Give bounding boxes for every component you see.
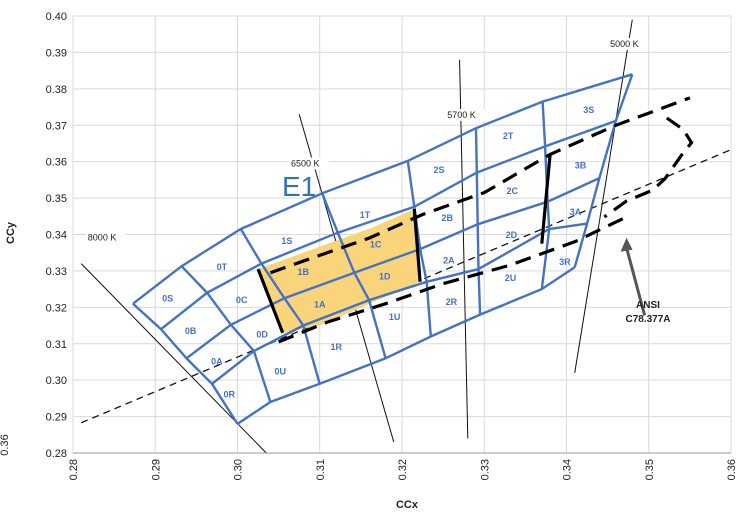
ansi-right-boundary [603, 116, 694, 219]
bin-column-line [540, 101, 551, 290]
x-tick-label: 0.35 [644, 459, 656, 480]
y-tick-label: 0.39 [46, 47, 67, 59]
bin-label: 3S [583, 105, 594, 115]
bin-label: 0B [185, 326, 197, 336]
bin-label: 1R [330, 342, 342, 352]
bin-label: 2B [441, 213, 453, 223]
bin-label: 2C [506, 186, 518, 196]
x-tick-label: 0.36 [726, 459, 738, 480]
y-tick-label: 0.33 [46, 266, 67, 278]
cct-label: 8000 K [88, 233, 117, 243]
bin-label: 1U [389, 312, 401, 322]
ansi-arrow-shaft [625, 247, 647, 316]
cct-line [574, 19, 633, 373]
y-axis-label: CCy [5, 221, 17, 244]
y-tick-label: 0.31 [46, 339, 67, 351]
bin-label: 0S [162, 294, 173, 304]
x-tick-label: 0.30 [233, 459, 245, 480]
bin-label: 2T [503, 131, 514, 141]
e1-label: E1 [282, 171, 316, 202]
bin-column-line [406, 160, 432, 337]
e1-right-edge [412, 208, 422, 282]
bin-label: 3R [559, 257, 571, 267]
y-tick-label: 0.37 [46, 120, 67, 132]
y-tick-label: 0.38 [46, 84, 67, 96]
bin-column-line [239, 228, 321, 385]
cct-label-bg [608, 37, 649, 50]
bin-label: 3B [575, 160, 587, 170]
bin-label: 1D [379, 271, 391, 281]
bin-label: 1C [370, 240, 382, 250]
y-tick-label: 0.34 [46, 230, 67, 242]
y-tick-label: 0.40 [46, 11, 67, 23]
clipped-left-label: 0.36 [0, 434, 11, 455]
y-tick-label: 0.35 [46, 193, 67, 205]
ansi-upper-boundary [269, 96, 691, 275]
x-axis-label: CCx [396, 499, 419, 511]
bin-label: 0A [211, 357, 223, 367]
bin-row-line [160, 119, 617, 331]
bin-label: 1S [281, 236, 292, 246]
bin-row-line [236, 266, 576, 425]
bin-row-line [185, 177, 600, 360]
bin-row-line [211, 222, 588, 385]
y-tick-label: 0.29 [46, 412, 67, 424]
bin-label: 0U [275, 366, 287, 376]
y-tick-label: 0.32 [46, 302, 67, 314]
ansi-label-line2: C78.377A [625, 314, 670, 325]
bin-row-line [132, 73, 633, 305]
x-tick-label: 0.28 [68, 459, 80, 480]
e1-left-edge [256, 268, 285, 334]
bin-column-line [132, 302, 239, 425]
bin-label: 2D [506, 230, 518, 240]
ansi-arrow-head [620, 237, 633, 252]
cct-label-bg [85, 231, 126, 244]
cct-label: 5000 K [610, 39, 639, 49]
e1-highlight [258, 209, 421, 333]
ansi-lower-boundary [277, 216, 625, 344]
bin-3-left-edge [540, 154, 552, 244]
y-tick-label: 0.36 [46, 157, 67, 169]
bin-label: 2A [443, 256, 455, 266]
x-tick-label: 0.33 [479, 459, 491, 480]
bin-column-line [474, 128, 482, 315]
bin-column-line [573, 73, 634, 268]
bin-label: 2R [446, 297, 458, 307]
cct-label-bg [445, 108, 486, 121]
cct-label-bg [288, 157, 329, 170]
bin-outlines [132, 73, 634, 425]
bin-label: 0D [256, 329, 268, 339]
axes: 0.28 0.29 0.30 0.31 0.32 0.33 0.34 0.35 0.36 0.37… [46, 11, 738, 480]
bin-label: 0T [217, 262, 228, 272]
e1-fill [258, 209, 421, 333]
bin-label: 2U [505, 273, 517, 283]
bin-column-line [180, 265, 272, 403]
cct-line [459, 59, 469, 439]
bin-label: 1B [298, 267, 310, 277]
bin-label: 1T [360, 210, 371, 220]
x-tick-label: 0.34 [562, 459, 574, 480]
ansi-label-line1: ANSI [636, 300, 660, 311]
bin-label: 3A [570, 207, 582, 217]
ansi-boundaries [256, 96, 694, 344]
bin-column-line [321, 192, 387, 359]
bin-label: 1A [314, 299, 326, 309]
bin-label: 0C [236, 295, 248, 305]
cct-label: 5700 K [447, 110, 476, 120]
bin-label: 0R [224, 390, 236, 400]
y-tick-label: 0.30 [46, 375, 67, 387]
x-tick-label: 0.32 [397, 459, 409, 480]
cct-label: 6500 K [291, 158, 320, 168]
bin-labels: 0S 0T 0B 0C 0A 0D 0R 0U 1S 1T 1B 1C 1A 1D 1R 1U 2S 2T 2B 2C… [162, 105, 594, 400]
x-tick-label: 0.29 [150, 459, 162, 480]
x-tick-label: 0.31 [315, 459, 327, 480]
y-tick-label: 0.28 [46, 448, 67, 460]
bin-label: 2S [434, 165, 445, 175]
